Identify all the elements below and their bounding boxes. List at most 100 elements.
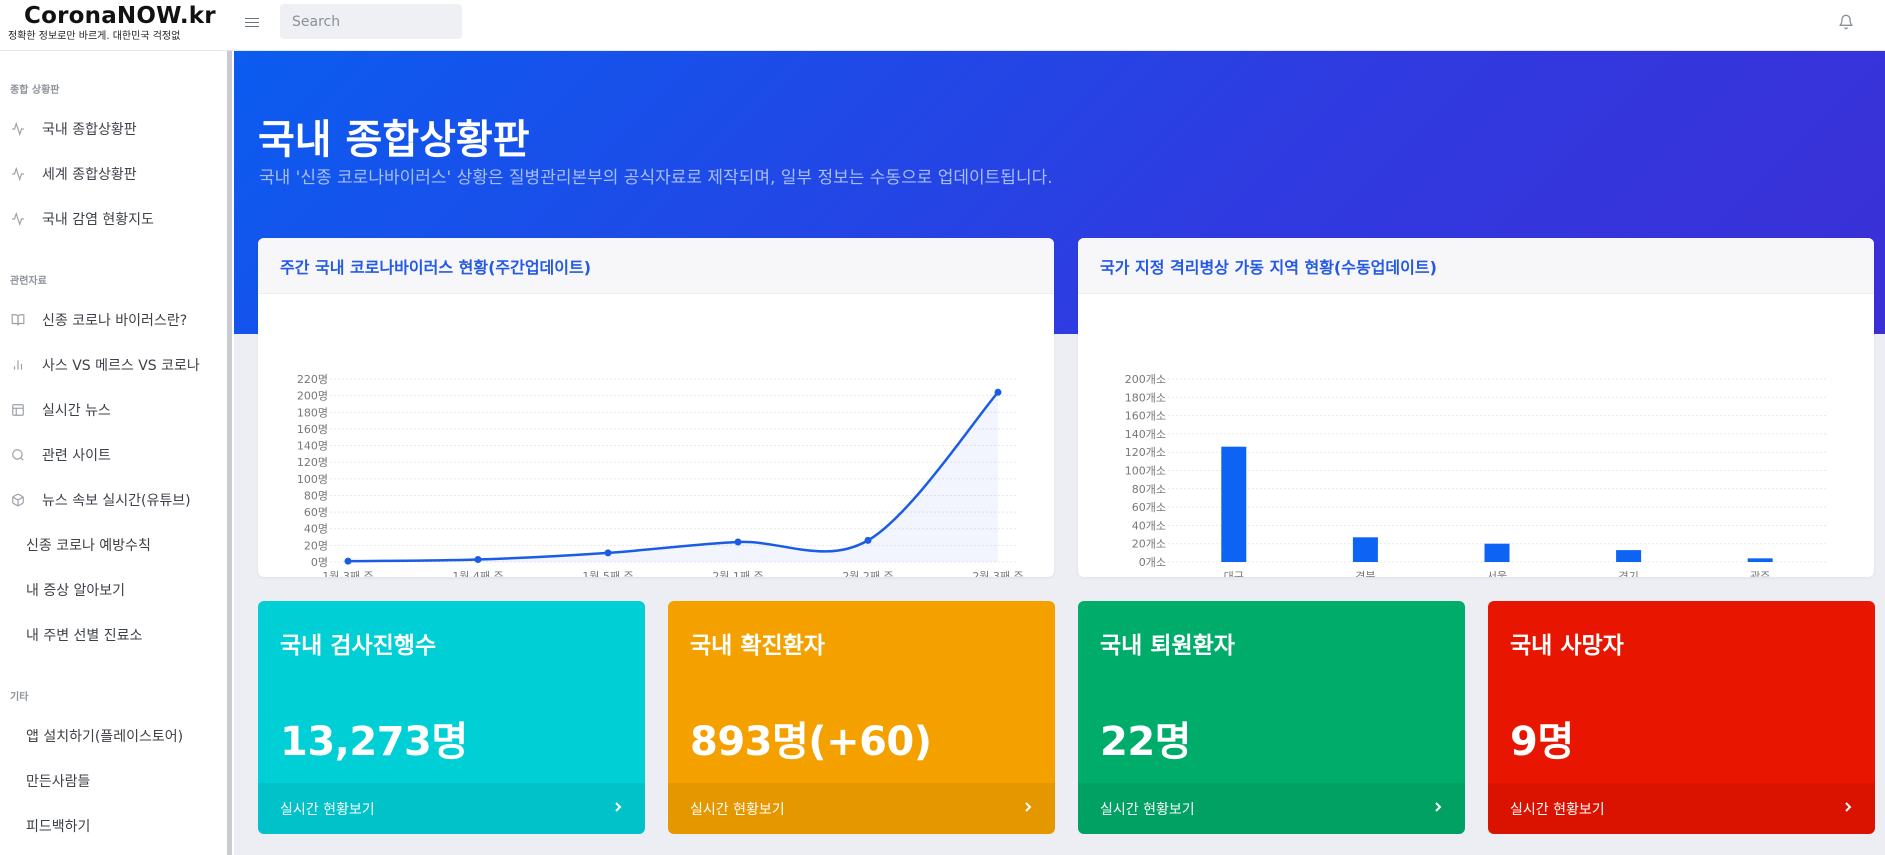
bell-icon[interactable] (1838, 13, 1854, 31)
sidebar-item-symptoms[interactable]: 내 증상 알아보기 (0, 570, 226, 610)
isolation-beds-chart-card: 국가 지정 격리병상 가동 지역 현황(수동업데이트) 0개소 20개소 40개소 6… (1078, 238, 1874, 577)
y-tick-label: 40개소 (1132, 519, 1166, 532)
bar (1221, 446, 1247, 562)
sidebar-item-label: 내 주변 선별 진료소 (26, 628, 143, 644)
stat-value: 22명 (1100, 719, 1191, 765)
stat-title: 국내 확진환자 (690, 633, 825, 659)
sidebar-item-label: 국내 종합상황판 (42, 122, 137, 138)
y-tick-label: 200명 (297, 390, 328, 403)
weekly-line-chart: 0명 20명 40명 60명 80명 100명 120명 140명 160명 180명 200명 22… (297, 373, 1024, 577)
bar (1747, 558, 1773, 562)
activity-icon (10, 121, 26, 137)
y-tick-label: 100개소 (1125, 465, 1166, 478)
weekly-chart-card: 주간 국내 코로나바이러스 현황(주간업데이트) 0명 20명 40명 60명 80명 1… (258, 238, 1054, 577)
search-input[interactable] (280, 4, 462, 39)
y-tick-label: 60개소 (1132, 501, 1166, 514)
sidebar-heading-overview: 종합 상황판 (10, 85, 60, 96)
stat-value: 9명 (1510, 719, 1574, 765)
sidebar-item-infection-map[interactable]: 국내 감염 현황지도 (0, 199, 226, 239)
bar-chart-icon (10, 357, 26, 373)
book-icon (10, 312, 26, 328)
stat-value: 893명(+60) (690, 719, 932, 765)
sidebar-item-label: 실시간 뉴스 (42, 403, 111, 419)
y-tick-label: 180명 (297, 406, 328, 419)
data-point (474, 556, 482, 564)
x-tick-label: 1월 4째 주 (452, 570, 503, 577)
y-tick-label: 220명 (297, 373, 328, 386)
bar (1616, 550, 1642, 562)
y-tick-label: 140명 (297, 440, 328, 453)
y-tick-label: 180개소 (1125, 391, 1166, 404)
package-icon (10, 492, 26, 508)
view-live-link[interactable]: 실시간 현황보기 (668, 783, 1055, 834)
sidebar-item-world-dashboard[interactable]: 세계 종합상황판 (0, 154, 226, 194)
stat-card-confirmed: 국내 확진환자 893명(+60) 실시간 현황보기 (668, 601, 1055, 834)
sidebar-item-label: 사스 VS 메르스 VS 코로나 (42, 358, 200, 374)
line-area (348, 392, 998, 562)
x-tick-label: 경기 (1618, 570, 1638, 577)
y-tick-label: 200개소 (1125, 373, 1166, 386)
activity-icon (10, 166, 26, 182)
layout-icon (10, 402, 26, 418)
sidebar-item-sars-mers-corona[interactable]: 사스 VS 메르스 VS 코로나 (0, 345, 226, 385)
search-icon (10, 447, 26, 463)
series-line (347, 391, 999, 563)
sidebar-item-domestic-dashboard[interactable]: 국내 종합상황판 (0, 109, 226, 149)
stat-card-deaths: 국내 사망자 9명 실시간 현황보기 (1488, 601, 1875, 834)
view-live-link[interactable]: 실시간 현황보기 (1488, 783, 1875, 834)
y-tick-label: 20명 (304, 539, 328, 552)
isolation-beds-chart-title: 국가 지정 격리병상 가동 지역 현황(수동업데이트) (1078, 238, 1874, 294)
page-title: 국내 종합상황판 (258, 117, 530, 163)
view-live-link[interactable]: 실시간 현황보기 (258, 783, 645, 834)
page-subtitle: 국내 '신종 코로나바이러스' 상황은 질병관리본부의 공식자료로 제작되며, … (259, 168, 1053, 188)
view-live-label: 실시간 현황보기 (280, 801, 375, 818)
sidebar-item-clinics[interactable]: 내 주변 선별 진료소 (0, 615, 226, 655)
x-tick-label: 2월 3째 주 (972, 570, 1023, 577)
view-live-link[interactable]: 실시간 현황보기 (1078, 783, 1465, 834)
bar (1484, 543, 1510, 562)
sidebar-heading-related: 관련자료 (10, 276, 47, 287)
view-live-label: 실시간 현황보기 (690, 801, 785, 818)
sidebar-item-label: 만든사람들 (26, 774, 91, 790)
y-tick-label: 120명 (297, 456, 328, 469)
y-tick-label: 160명 (297, 423, 328, 436)
chevron-right-icon (613, 801, 623, 817)
activity-icon (10, 211, 26, 227)
x-tick-label: 2월 2째 주 (842, 570, 893, 577)
sidebar-item-prevention[interactable]: 신종 코로나 예방수칙 (0, 525, 226, 565)
sidebar-item-about-virus[interactable]: 신종 코로나 바이러스란? (0, 300, 226, 340)
stat-title: 국내 퇴원환자 (1100, 633, 1235, 659)
data-point (864, 536, 872, 544)
sidebar-item-label: 신종 코로나 예방수칙 (26, 538, 151, 554)
chevron-right-icon (1433, 801, 1443, 817)
sidebar-scrollbar[interactable] (227, 51, 232, 855)
data-point (344, 557, 352, 565)
sidebar-item-youtube-news[interactable]: 뉴스 속보 실시간(유튜브) (0, 480, 226, 520)
y-tick-label: 60명 (304, 506, 328, 519)
isolation-beds-bar-chart: 0개소 20개소 40개소 60개소 80개소 100개소 120개소 140개소 160개소 1… (1125, 373, 1826, 577)
y-tick-label: 0개소 (1139, 556, 1166, 569)
brand[interactable]: CoronaNOW.kr 정확한 정보로만 바르게. 대한민국 걱정없 (8, 2, 230, 44)
sidebar-item-live-news[interactable]: 실시간 뉴스 (0, 390, 226, 430)
x-tick-label: 1월 5째 주 (582, 570, 633, 577)
brand-title[interactable]: CoronaNOW.kr (24, 3, 216, 29)
data-point (994, 388, 1002, 396)
sidebar-item-label: 세계 종합상황판 (42, 167, 137, 183)
x-tick-label: 광주 (1750, 570, 1770, 577)
y-tick-label: 80개소 (1132, 483, 1166, 496)
sidebar-item-creators[interactable]: 만든사람들 (0, 761, 226, 801)
sidebar-item-label: 뉴스 속보 실시간(유튜브) (42, 493, 191, 509)
view-live-label: 실시간 현황보기 (1100, 801, 1195, 818)
stat-card-tests: 국내 검사진행수 13,273명 실시간 현황보기 (258, 601, 645, 834)
sidebar-item-install-app[interactable]: 앱 설치하기(플레이스토어) (0, 716, 226, 756)
x-tick-label: 2월 1째 주 (712, 570, 763, 577)
stat-card-discharged: 국내 퇴원환자 22명 실시간 현황보기 (1078, 601, 1465, 834)
sidebar-item-feedback[interactable]: 피드백하기 (0, 806, 226, 846)
y-tick-label: 40명 (304, 523, 328, 536)
menu-toggle-icon[interactable] (245, 15, 261, 31)
y-tick-label: 100명 (297, 473, 328, 486)
chevron-right-icon (1023, 801, 1033, 817)
sidebar-item-related-sites[interactable]: 관련 사이트 (0, 435, 226, 475)
y-tick-label: 0명 (311, 556, 328, 569)
x-tick-label: 경북 (1355, 570, 1375, 577)
